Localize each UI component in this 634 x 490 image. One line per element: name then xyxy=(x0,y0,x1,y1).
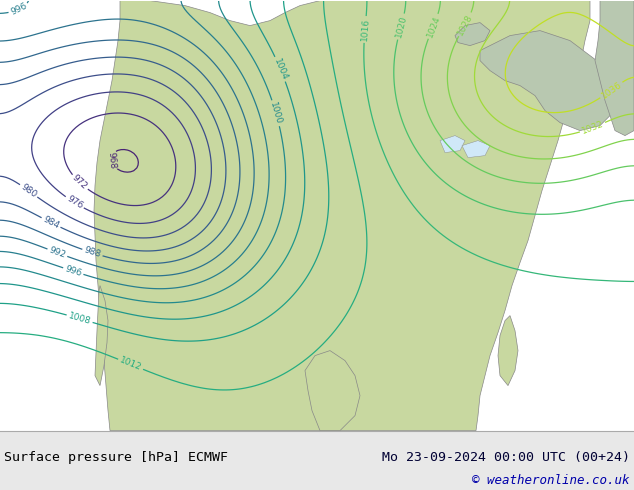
Text: 980: 980 xyxy=(19,182,38,199)
Polygon shape xyxy=(595,0,634,136)
Text: 1008: 1008 xyxy=(67,311,92,326)
Text: 996: 996 xyxy=(63,264,83,278)
Text: 1028: 1028 xyxy=(456,12,474,37)
Polygon shape xyxy=(94,0,590,431)
Polygon shape xyxy=(455,23,490,46)
Text: 1004: 1004 xyxy=(272,57,289,81)
Polygon shape xyxy=(462,141,490,158)
Text: Mo 23-09-2024 00:00 UTC (00+24): Mo 23-09-2024 00:00 UTC (00+24) xyxy=(382,451,630,465)
Text: 1036: 1036 xyxy=(599,80,623,100)
Polygon shape xyxy=(95,286,108,386)
Text: 1024: 1024 xyxy=(425,14,442,39)
Text: Surface pressure [hPa] ECMWF: Surface pressure [hPa] ECMWF xyxy=(4,451,228,465)
Polygon shape xyxy=(480,30,620,131)
Text: 1020: 1020 xyxy=(394,14,408,39)
Text: 984: 984 xyxy=(41,215,61,230)
Text: 1016: 1016 xyxy=(359,18,370,41)
Text: 988: 988 xyxy=(83,246,102,260)
Polygon shape xyxy=(498,316,518,386)
Text: © weatheronline.co.uk: © weatheronline.co.uk xyxy=(472,474,630,487)
Text: 992: 992 xyxy=(48,245,67,260)
Polygon shape xyxy=(440,136,465,152)
Text: 1000: 1000 xyxy=(268,101,283,125)
Polygon shape xyxy=(305,351,360,431)
Text: 968: 968 xyxy=(107,151,117,169)
Text: 996: 996 xyxy=(9,1,29,17)
Text: 976: 976 xyxy=(65,194,84,211)
Text: 1032: 1032 xyxy=(580,119,605,136)
Text: 972: 972 xyxy=(70,173,89,192)
Text: 1012: 1012 xyxy=(119,356,143,373)
